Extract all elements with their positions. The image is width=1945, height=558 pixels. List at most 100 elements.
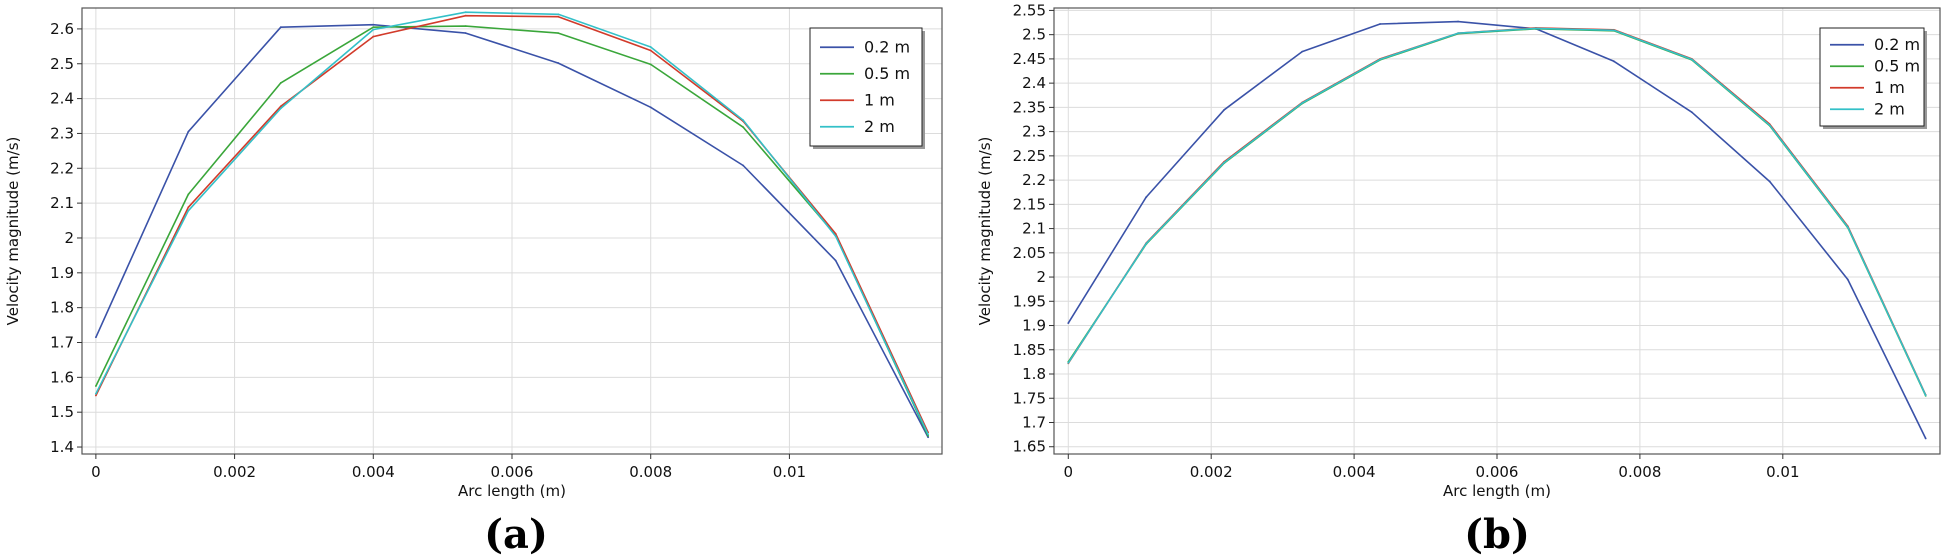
data-point [1612, 60, 1615, 63]
data-point [1223, 161, 1226, 164]
chart-panel-b: 0 0.002 0.004 0.006 0.008 0.01 1.65 1.7 1.75 1.8 1… [976, 1, 1941, 558]
data-point [372, 28, 375, 31]
data-point [742, 164, 745, 167]
y-tick-label: 2.5 [50, 55, 74, 73]
data-point [1846, 278, 1849, 281]
data-point [1457, 32, 1459, 35]
y-tick-label: 1.85 [1013, 341, 1046, 359]
data-point [1145, 242, 1148, 245]
data-point [279, 105, 282, 108]
data-point [1379, 23, 1382, 25]
data-point [464, 14, 467, 17]
x-tick-label: 0 [91, 463, 101, 481]
data-point [927, 436, 930, 439]
data-point [1924, 437, 1927, 440]
data-point [94, 394, 97, 397]
y-tick-label: 1.8 [50, 299, 74, 317]
data-point [557, 15, 560, 18]
series-line-0-5-m [95, 25, 929, 437]
legend-label: 0.2 m [1874, 35, 1920, 54]
data-point [1690, 58, 1693, 61]
data-point [1535, 27, 1537, 30]
y-tick-label: 1.95 [1013, 292, 1046, 310]
data-point [834, 259, 837, 262]
y-tick-label: 2.35 [1013, 98, 1046, 116]
data-point [649, 49, 652, 52]
x-tick-label: 0.004 [352, 463, 395, 481]
data-point [1924, 394, 1927, 397]
data-point [187, 209, 190, 212]
y-tick-label: 2.3 [1022, 123, 1046, 141]
panel-caption: (b) [1464, 511, 1530, 558]
data-point [464, 25, 467, 28]
y-tick-label: 2.55 [1013, 1, 1046, 19]
data-point [557, 13, 560, 16]
data-point [1067, 322, 1070, 325]
series-line-0-2-m [1067, 20, 1927, 439]
y-tick-label: 2.2 [1022, 171, 1046, 189]
y-tick-label: 2.4 [50, 90, 74, 108]
data-point [94, 385, 97, 387]
data-point [187, 130, 190, 133]
chart-panel-a: 0 0.002 0.004 0.006 0.008 0.01 1.4 1.5 1.6 1.7 1.8… [4, 7, 943, 558]
data-point [94, 336, 97, 339]
data-point [1301, 50, 1304, 53]
data-point [557, 62, 560, 64]
legend-label: 0.5 m [864, 64, 910, 83]
x-tick-label: 0.008 [629, 463, 672, 481]
x-tick-label: 0.006 [1476, 463, 1519, 481]
y-tick-label: 1.4 [50, 438, 74, 456]
data-point [649, 106, 652, 109]
series-line-0-2-m [95, 23, 929, 438]
data-point [464, 32, 467, 34]
data-point [279, 107, 282, 110]
data-point [834, 232, 837, 235]
x-tick-label: 0.006 [491, 463, 534, 481]
y-tick-label: 2.1 [1022, 220, 1046, 238]
y-tick-label: 2.05 [1013, 244, 1046, 262]
y-tick-label: 1.7 [1022, 413, 1046, 431]
panel-caption: (a) [484, 511, 548, 558]
data-point [1223, 108, 1226, 111]
data-point [742, 119, 745, 122]
data-point [1067, 361, 1070, 364]
data-point [94, 392, 97, 395]
legend-label: 2 m [1874, 99, 1905, 118]
y-tick-label: 1.6 [50, 368, 74, 386]
y-tick-label: 1.5 [50, 403, 74, 421]
legend-label: 2 m [864, 117, 895, 136]
x-tick-label: 0.002 [213, 463, 256, 481]
series-line-2-m [95, 11, 929, 435]
y-tick-label: 2.4 [1022, 74, 1046, 92]
x-axis-label: Arc length (m) [1443, 482, 1551, 500]
data-point [1379, 58, 1382, 61]
y-tick-label: 2 [64, 229, 74, 247]
x-tick-label: 0.01 [773, 463, 806, 481]
data-point [927, 433, 930, 436]
y-tick-label: 2.15 [1013, 195, 1046, 213]
data-point [1457, 20, 1459, 23]
y-tick-label: 1.9 [50, 264, 74, 282]
y-tick-label: 1.65 [1013, 438, 1046, 456]
legend-label: 1 m [864, 90, 895, 109]
legend-label: 1 m [1874, 78, 1905, 97]
y-tick-label: 2.6 [50, 20, 74, 38]
series-line-2-m [1067, 27, 1927, 396]
x-tick-label: 0.004 [1333, 463, 1376, 481]
data-point [187, 193, 190, 196]
data-point [742, 126, 745, 129]
legend-label: 0.2 m [864, 37, 910, 56]
data-point [372, 26, 375, 29]
x-tick-label: 0.008 [1618, 463, 1661, 481]
legend-label: 0.5 m [1874, 56, 1920, 75]
y-tick-label: 1.7 [50, 334, 74, 352]
y-tick-label: 2.1 [50, 194, 74, 212]
data-point [1301, 102, 1304, 104]
y-tick-label: 2.25 [1013, 147, 1046, 165]
data-point [279, 26, 282, 29]
data-point [649, 46, 652, 48]
y-tick-label: 1.9 [1022, 317, 1046, 335]
data-point [372, 35, 375, 38]
y-tick-label: 1.8 [1022, 365, 1046, 383]
legend: 0.2 m 0.5 m 1 m 2 m [809, 27, 925, 149]
